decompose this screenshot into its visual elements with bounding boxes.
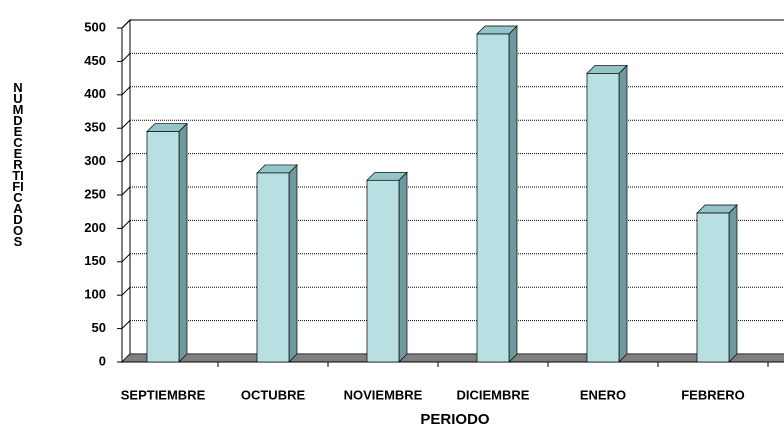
y-tick-label: 150 [84,253,106,268]
grid-line [121,119,131,129]
bar [586,73,620,363]
x-tick-label: ENERO [580,387,626,402]
y-tick-label: 400 [84,86,106,101]
y-tick-label: 0 [99,353,106,368]
bar [476,33,510,363]
y-tick-label: 100 [84,287,106,302]
floor [121,353,784,363]
y-tick-label: 350 [84,120,106,135]
bar-side [398,171,408,363]
grid-line [121,153,131,162]
y-tick-label: 250 [84,186,106,201]
bar-side [618,64,628,363]
bar [696,212,730,363]
bar [256,172,290,363]
grid-line [121,220,131,229]
grid-line [121,186,131,196]
grid-line [121,320,131,329]
grid-line [121,286,131,296]
y-tick-label: 50 [92,320,106,335]
bar-side [178,122,188,363]
x-tick-label: FEBRERO [681,387,745,402]
bar [146,131,180,363]
bar-side [288,164,298,363]
y-tick-label: 200 [84,220,106,235]
x-tick-label: OCTUBRE [241,387,306,402]
bar [366,179,400,363]
y-tick-label: 450 [84,53,106,68]
x-axis-title: PERIODO [420,411,490,428]
bar-side [508,25,518,363]
y-tick-label: 500 [84,19,106,34]
grid-line [121,19,131,29]
x-tick-label: NOVIEMBRE [344,387,423,402]
bar-side [728,204,738,363]
y-tick-label: 300 [84,153,106,168]
grid-line [121,53,131,62]
grid-line [121,253,131,263]
x-tick-label: SEPTIEMBRE [121,387,206,402]
x-tick-label: DICIEMBRE [457,387,530,402]
grid-line [121,86,131,96]
y-axis-title: NUM DE CERTIFICADOS [12,80,24,249]
